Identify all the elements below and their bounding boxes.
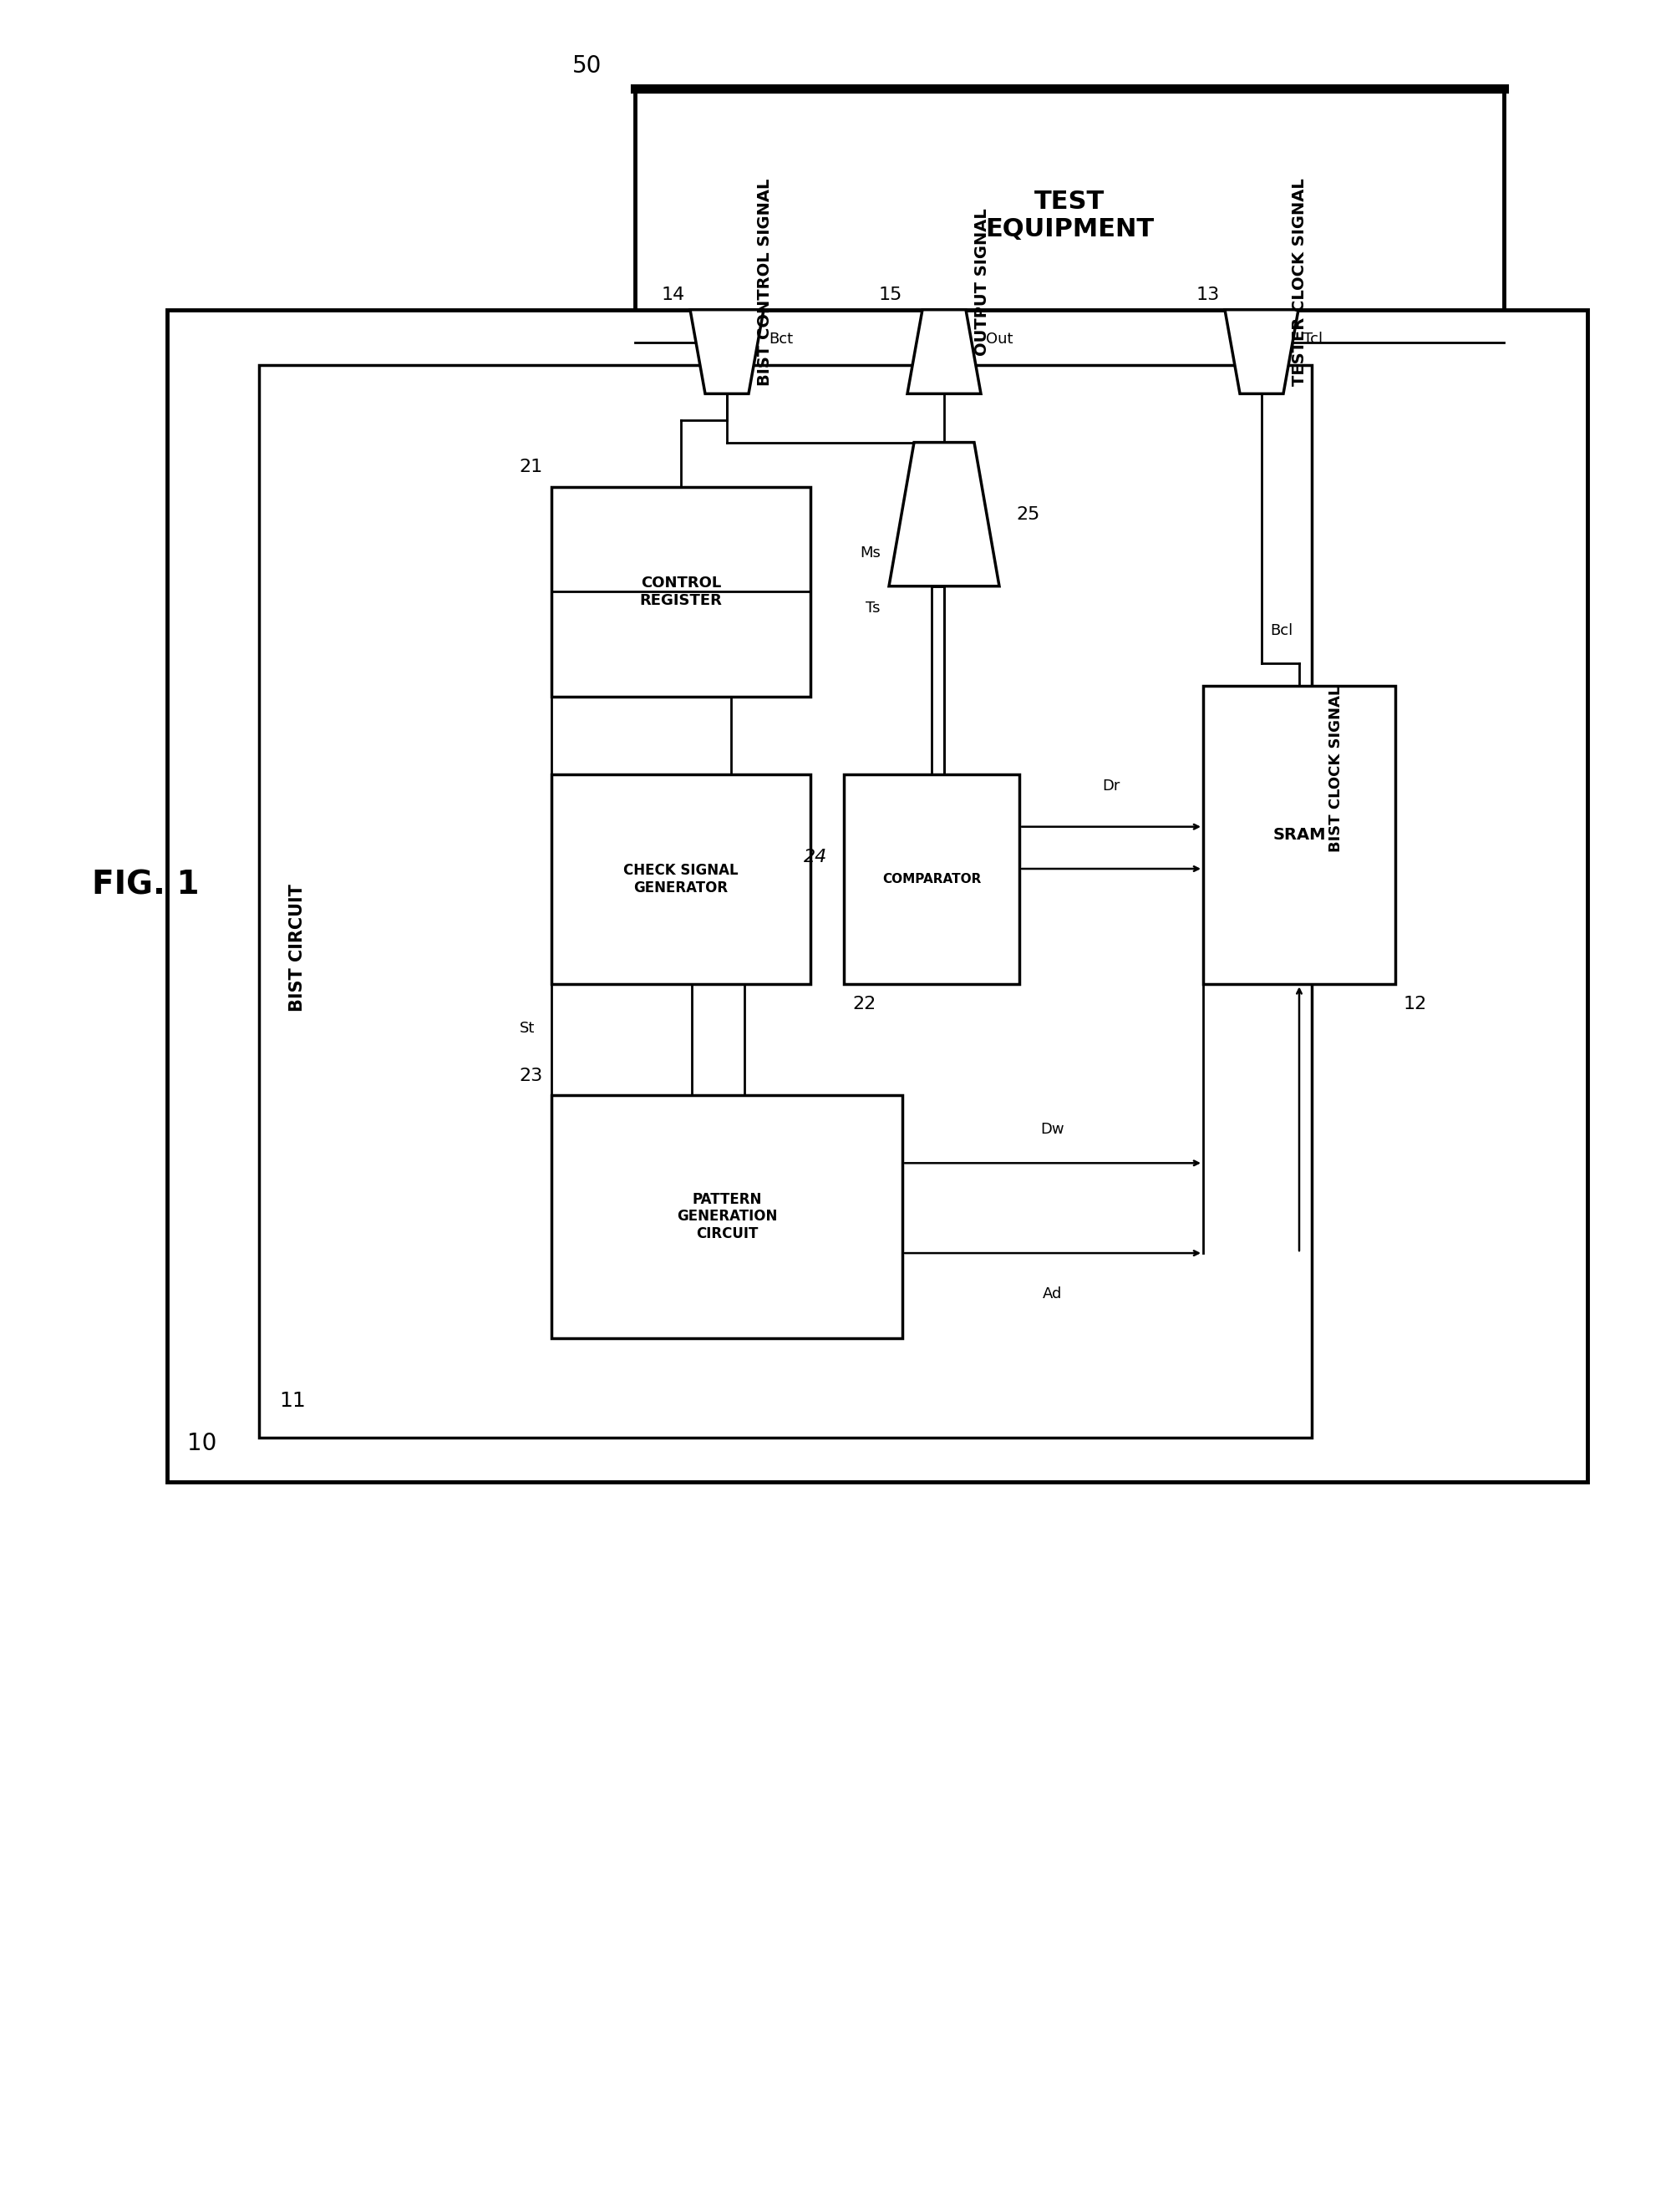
Polygon shape <box>907 310 981 394</box>
Bar <box>551 774 810 984</box>
Text: Out: Out <box>986 332 1013 347</box>
Text: 15: 15 <box>879 285 902 303</box>
Text: TEST
EQUIPMENT: TEST EQUIPMENT <box>984 190 1155 241</box>
Text: CHECK SIGNAL
GENERATOR: CHECK SIGNAL GENERATOR <box>623 863 739 896</box>
Bar <box>167 310 1587 1482</box>
Text: BIST CIRCUIT: BIST CIRCUIT <box>289 885 306 1013</box>
Bar <box>844 774 1019 984</box>
Bar <box>635 88 1504 343</box>
Polygon shape <box>690 310 764 394</box>
Text: SRAM: SRAM <box>1273 827 1325 843</box>
Text: 21: 21 <box>520 458 543 476</box>
Text: St: St <box>520 1022 535 1035</box>
Bar <box>551 487 810 697</box>
Text: Bcl: Bcl <box>1270 624 1293 637</box>
Text: 12: 12 <box>1404 995 1427 1013</box>
Text: Tcl: Tcl <box>1303 332 1323 347</box>
Text: PATTERN
GENERATION
CIRCUIT: PATTERN GENERATION CIRCUIT <box>677 1192 777 1241</box>
Text: Ad: Ad <box>1043 1287 1063 1301</box>
Polygon shape <box>1225 310 1298 394</box>
Text: BIST CONTROL SIGNAL: BIST CONTROL SIGNAL <box>757 179 772 385</box>
Text: BIST CLOCK SIGNAL: BIST CLOCK SIGNAL <box>1328 686 1343 852</box>
Text: OUTPUT SIGNAL: OUTPUT SIGNAL <box>974 208 989 356</box>
Text: TESTER CLOCK SIGNAL: TESTER CLOCK SIGNAL <box>1292 179 1307 385</box>
Text: 24: 24 <box>804 849 827 865</box>
Text: 10: 10 <box>187 1431 217 1455</box>
Text: Dr: Dr <box>1103 779 1120 794</box>
Text: Bct: Bct <box>769 332 794 347</box>
Text: Dw: Dw <box>1041 1121 1064 1137</box>
Text: 13: 13 <box>1196 285 1220 303</box>
Text: Ts: Ts <box>866 602 881 615</box>
Text: 50: 50 <box>571 53 602 77</box>
Text: 11: 11 <box>279 1391 306 1411</box>
Bar <box>259 365 1312 1438</box>
Text: Ms: Ms <box>861 546 881 560</box>
Text: CONTROL
REGISTER: CONTROL REGISTER <box>640 575 722 608</box>
Bar <box>1203 686 1395 984</box>
Text: 22: 22 <box>852 995 876 1013</box>
Text: 25: 25 <box>1016 507 1039 522</box>
Text: FIG. 1: FIG. 1 <box>92 869 199 900</box>
Bar <box>551 1095 902 1338</box>
Text: 23: 23 <box>520 1066 543 1084</box>
Text: COMPARATOR: COMPARATOR <box>882 874 981 885</box>
Polygon shape <box>889 442 999 586</box>
Text: 14: 14 <box>662 285 685 303</box>
